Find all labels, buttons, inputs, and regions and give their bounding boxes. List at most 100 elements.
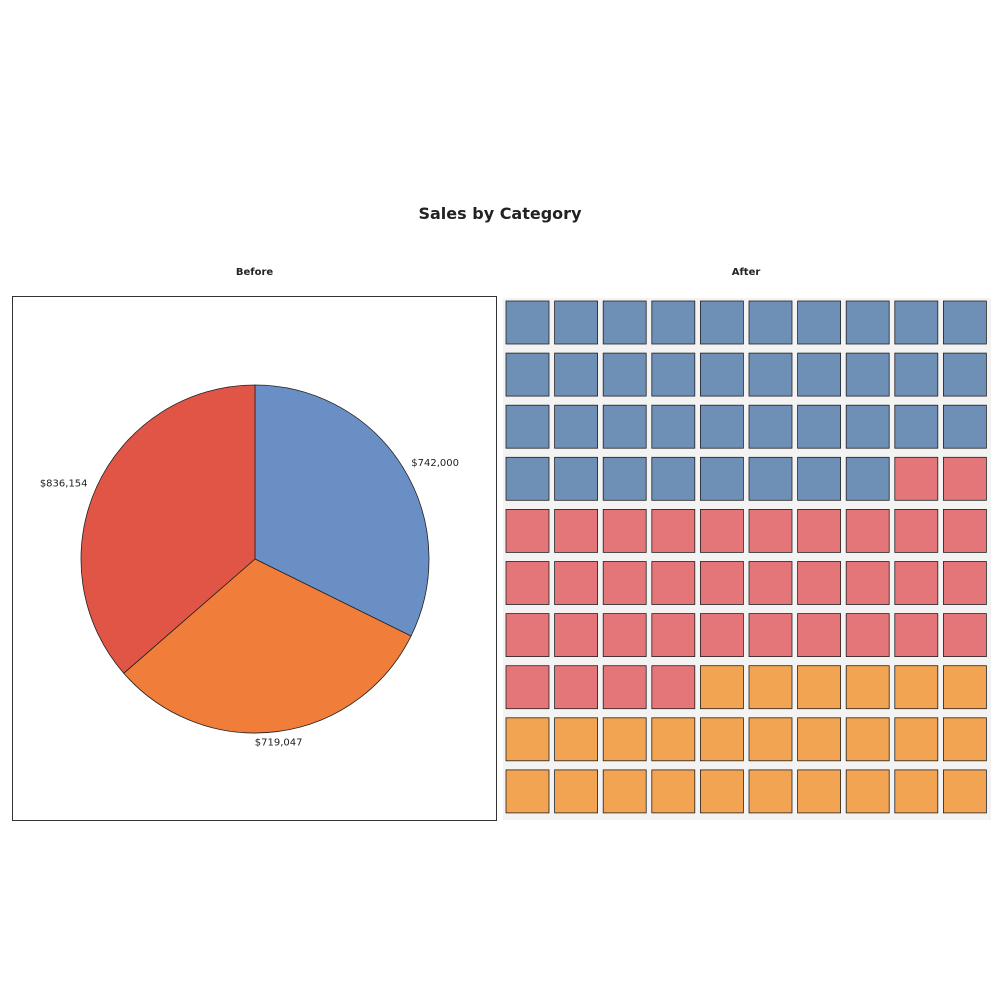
waffle-cell — [505, 613, 550, 658]
waffle-cell — [554, 456, 598, 501]
waffle-cell — [505, 665, 550, 710]
waffle-cell — [748, 613, 793, 658]
waffle-cell — [894, 561, 939, 605]
pie-slice — [80, 384, 256, 674]
waffle-cell — [894, 508, 939, 553]
waffle-cell — [602, 300, 647, 345]
waffle-cell — [699, 300, 744, 345]
waffle-cell — [845, 717, 890, 762]
waffle-cell — [797, 561, 842, 605]
before-panel-title: Before — [235, 267, 274, 278]
waffle-cell — [797, 508, 842, 553]
waffle-cell — [554, 561, 598, 605]
waffle-cell — [505, 456, 550, 501]
waffle-cell — [748, 769, 793, 814]
waffle-cell — [797, 456, 842, 501]
waffle-cell — [797, 404, 842, 449]
waffle-cell — [699, 508, 744, 553]
waffle-cell — [748, 561, 793, 605]
waffle-cell — [602, 508, 647, 553]
waffle-cell — [554, 404, 598, 449]
waffle-cell — [942, 561, 987, 605]
waffle-cell — [894, 769, 939, 814]
waffle-cell — [554, 717, 598, 762]
waffle-cell — [554, 613, 598, 658]
waffle-cell — [748, 404, 793, 449]
waffle-cell — [748, 717, 793, 762]
waffle-cell — [748, 300, 793, 345]
waffle-cell — [554, 508, 598, 553]
waffle-chart — [505, 300, 987, 814]
waffle-cell — [797, 300, 842, 345]
waffle-cell — [797, 352, 842, 397]
waffle-cell — [748, 352, 793, 397]
waffle-cell — [505, 561, 550, 605]
waffle-cell — [602, 352, 647, 397]
waffle-cell — [845, 769, 890, 814]
waffle-cell — [845, 300, 890, 345]
waffle-cell — [942, 665, 987, 710]
waffle-cell — [845, 508, 890, 553]
waffle-cell — [845, 665, 890, 710]
waffle-cell — [942, 508, 987, 553]
waffle-chart-panel — [503, 298, 991, 820]
waffle-cell — [894, 404, 939, 449]
waffle-cell — [554, 769, 598, 814]
waffle-cell — [894, 456, 939, 501]
waffle-cell — [699, 456, 744, 501]
waffle-cell — [651, 769, 696, 814]
waffle-cell — [748, 456, 793, 501]
waffle-cell — [845, 613, 890, 658]
pie-chart: $742,000 $719,047 $836,154 — [40, 384, 459, 748]
waffle-cell — [651, 300, 696, 345]
after-panel-title: After — [731, 267, 761, 278]
waffle-cell — [699, 665, 744, 710]
waffle-cell — [699, 717, 744, 762]
waffle-cell — [942, 456, 987, 501]
waffle-cell — [942, 352, 987, 397]
pie-slice-label: $742,000 — [411, 458, 459, 469]
waffle-cell — [699, 769, 744, 814]
waffle-cell — [651, 613, 696, 658]
waffle-cell — [845, 561, 890, 605]
waffle-cell — [505, 769, 550, 814]
waffle-cell — [699, 613, 744, 658]
waffle-cell — [505, 508, 550, 553]
waffle-cell — [651, 352, 696, 397]
waffle-cell — [894, 665, 939, 710]
waffle-cell — [942, 717, 987, 762]
waffle-cell — [797, 665, 842, 710]
waffle-cell — [894, 613, 939, 658]
waffle-cell — [845, 352, 890, 397]
pie-slice — [254, 384, 430, 637]
waffle-cell — [651, 717, 696, 762]
pie-slice-label: $836,154 — [40, 479, 88, 490]
waffle-cell — [942, 404, 987, 449]
waffle-cell — [651, 508, 696, 553]
pie-slice-label: $719,047 — [255, 737, 303, 748]
waffle-cell — [651, 456, 696, 501]
waffle-cell — [699, 561, 744, 605]
pie-slice — [123, 558, 412, 734]
waffle-cell — [699, 352, 744, 397]
waffle-cell — [894, 352, 939, 397]
waffle-cell — [797, 613, 842, 658]
waffle-cell — [651, 404, 696, 449]
waffle-cell — [602, 665, 647, 710]
waffle-cell — [651, 665, 696, 710]
waffle-cell — [748, 665, 793, 710]
waffle-cell — [554, 300, 598, 345]
waffle-cell — [602, 456, 647, 501]
waffle-cell — [797, 769, 842, 814]
waffle-cell — [894, 717, 939, 762]
waffle-cell — [748, 508, 793, 553]
waffle-cell — [602, 613, 647, 658]
waffle-cell — [602, 404, 647, 449]
waffle-cell — [845, 404, 890, 449]
waffle-cell — [797, 717, 842, 762]
waffle-cell — [505, 352, 550, 397]
waffle-cell — [602, 717, 647, 762]
waffle-cell — [554, 352, 598, 397]
waffle-cell — [942, 769, 987, 814]
waffle-cell — [845, 456, 890, 501]
